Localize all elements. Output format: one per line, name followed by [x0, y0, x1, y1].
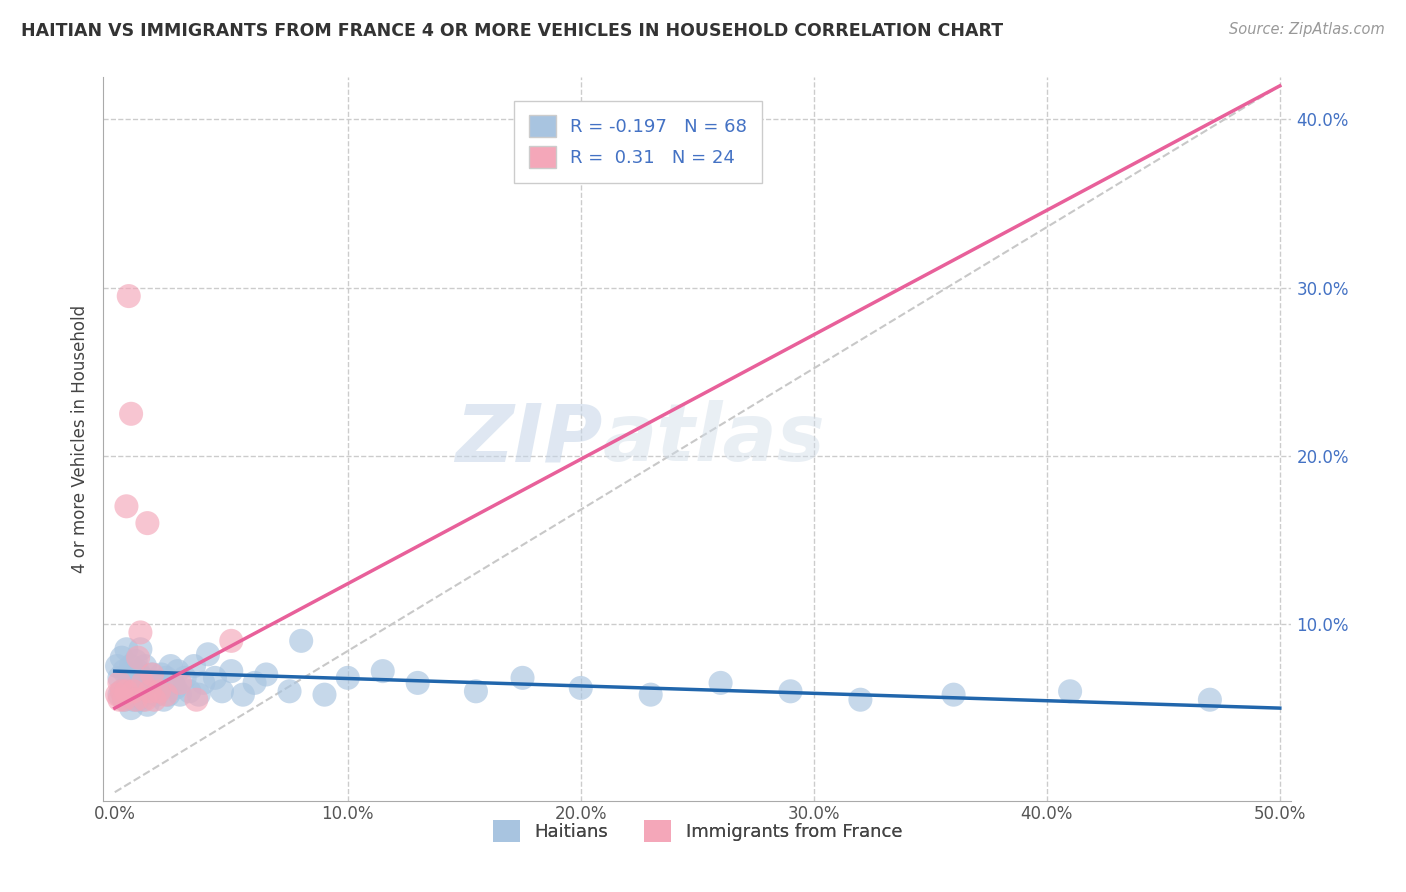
- Point: [173, 671, 195, 685]
- Point: [120, 659, 142, 673]
- Point: [125, 654, 148, 668]
- Point: [125, 681, 148, 695]
- Point: [1199, 692, 1222, 706]
- Point: [148, 684, 170, 698]
- Point: [105, 659, 128, 673]
- Text: Source: ZipAtlas.com: Source: ZipAtlas.com: [1229, 22, 1385, 37]
- Point: [148, 676, 170, 690]
- Point: [108, 688, 131, 702]
- Point: [108, 692, 131, 706]
- Point: [371, 664, 394, 678]
- Point: [166, 664, 188, 678]
- Text: HAITIAN VS IMMIGRANTS FROM FRANCE 4 OR MORE VEHICLES IN HOUSEHOLD CORRELATION CH: HAITIAN VS IMMIGRANTS FROM FRANCE 4 OR M…: [21, 22, 1004, 40]
- Text: ZIP: ZIP: [456, 400, 602, 478]
- Point: [162, 676, 184, 690]
- Point: [143, 681, 166, 695]
- Point: [141, 667, 163, 681]
- Point: [211, 684, 233, 698]
- Point: [143, 692, 166, 706]
- Point: [112, 692, 135, 706]
- Point: [145, 688, 167, 702]
- Point: [115, 684, 138, 698]
- Point: [512, 671, 534, 685]
- Point: [197, 648, 219, 662]
- Point: [132, 671, 155, 685]
- Point: [129, 684, 152, 698]
- Legend: Haitians, Immigrants from France: Haitians, Immigrants from France: [478, 805, 917, 856]
- Point: [159, 659, 181, 673]
- Point: [120, 407, 142, 421]
- Point: [219, 633, 242, 648]
- Point: [150, 667, 173, 681]
- Point: [141, 667, 163, 681]
- Point: [314, 688, 336, 702]
- Point: [204, 671, 226, 685]
- Point: [1059, 684, 1081, 698]
- Point: [232, 688, 254, 702]
- Point: [640, 688, 662, 702]
- Point: [125, 692, 148, 706]
- Point: [254, 667, 277, 681]
- Text: atlas: atlas: [602, 400, 825, 478]
- Point: [406, 676, 429, 690]
- Point: [942, 688, 965, 702]
- Point: [465, 684, 488, 698]
- Point: [122, 692, 145, 706]
- Point: [127, 650, 149, 665]
- Point: [243, 676, 266, 690]
- Point: [129, 625, 152, 640]
- Point: [108, 676, 131, 690]
- Point: [129, 642, 152, 657]
- Point: [779, 684, 801, 698]
- Point: [569, 681, 592, 695]
- Point: [115, 681, 138, 695]
- Point: [336, 671, 359, 685]
- Point: [115, 642, 138, 657]
- Point: [127, 692, 149, 706]
- Point: [134, 659, 156, 673]
- Point: [186, 692, 208, 706]
- Point: [111, 684, 134, 698]
- Point: [138, 684, 160, 698]
- Point: [165, 681, 187, 695]
- Point: [169, 676, 191, 690]
- Point: [169, 688, 191, 702]
- Point: [138, 676, 160, 690]
- Point: [157, 688, 180, 702]
- Point: [120, 701, 142, 715]
- Point: [278, 684, 301, 698]
- Point: [118, 289, 141, 303]
- Point: [111, 650, 134, 665]
- Point: [111, 684, 134, 698]
- Point: [710, 676, 733, 690]
- Point: [105, 688, 128, 702]
- Point: [132, 676, 155, 690]
- Point: [136, 684, 159, 698]
- Point: [152, 692, 174, 706]
- Point: [108, 671, 131, 685]
- Y-axis label: 4 or more Vehicles in Household: 4 or more Vehicles in Household: [72, 305, 89, 573]
- Point: [187, 688, 209, 702]
- Point: [118, 667, 141, 681]
- Point: [134, 692, 156, 706]
- Point: [179, 684, 201, 698]
- Point: [122, 676, 145, 690]
- Point: [183, 659, 205, 673]
- Point: [122, 684, 145, 698]
- Point: [155, 671, 177, 685]
- Point: [155, 688, 177, 702]
- Point: [132, 692, 155, 706]
- Point: [219, 664, 242, 678]
- Point: [136, 698, 159, 712]
- Point: [127, 664, 149, 678]
- Point: [112, 692, 135, 706]
- Point: [112, 664, 135, 678]
- Point: [136, 516, 159, 530]
- Point: [118, 688, 141, 702]
- Point: [290, 633, 312, 648]
- Point: [849, 692, 872, 706]
- Point: [193, 676, 215, 690]
- Point: [115, 500, 138, 514]
